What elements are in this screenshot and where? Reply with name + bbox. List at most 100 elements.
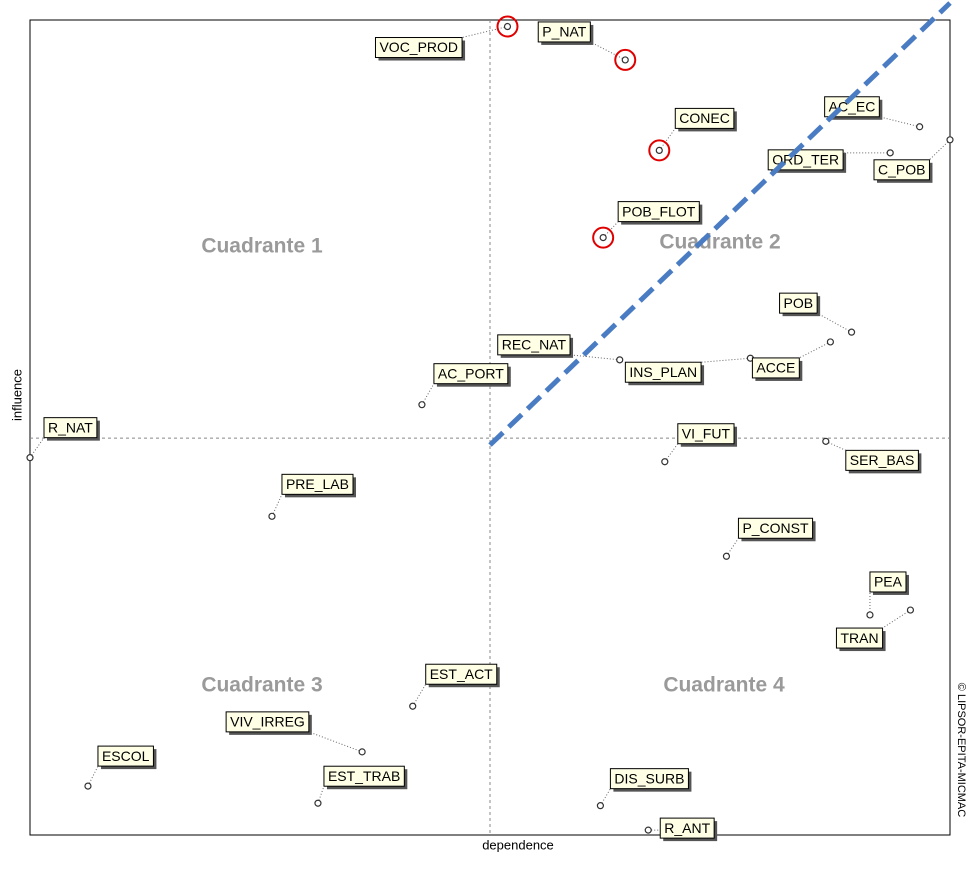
point-label: R_ANT xyxy=(664,820,710,836)
point xyxy=(503,22,512,31)
point-label: ACCE xyxy=(756,360,795,376)
point xyxy=(886,149,894,157)
point-label: P_NAT xyxy=(542,24,587,40)
point-label-group: EST_TRAB xyxy=(314,765,408,807)
y-axis-label: influence xyxy=(9,369,24,421)
leader-line xyxy=(882,609,911,629)
point-label-group: TRAN xyxy=(835,606,915,652)
point xyxy=(655,146,663,154)
label-box xyxy=(43,417,98,439)
leader-line xyxy=(308,731,363,753)
point xyxy=(661,458,669,466)
point xyxy=(916,123,924,131)
label-box xyxy=(751,357,800,379)
point-label: VIV_IRREG xyxy=(230,714,305,730)
point xyxy=(418,401,426,409)
leader-line xyxy=(664,443,679,463)
label-box xyxy=(225,711,310,733)
label-box xyxy=(677,423,735,445)
leader-line xyxy=(271,494,283,517)
label-box xyxy=(674,107,735,129)
point-label-group: VIV_IRREG xyxy=(225,711,366,756)
point xyxy=(409,702,417,710)
point-label-group: PEA xyxy=(866,571,909,619)
label-box xyxy=(97,745,154,767)
point-label-group: PRE_LAB xyxy=(268,473,357,520)
label-box xyxy=(873,159,930,181)
point-label: REC_NAT xyxy=(502,337,567,353)
label-box xyxy=(659,817,715,839)
leader-line xyxy=(658,128,676,151)
label-box xyxy=(624,361,702,383)
label-box xyxy=(323,765,405,787)
quadrant-label: Cuadrante 1 xyxy=(201,235,323,258)
leader-line xyxy=(569,354,620,361)
point xyxy=(847,328,856,336)
label-box xyxy=(609,768,689,790)
point-label: SER_BAS xyxy=(850,452,915,468)
label-box xyxy=(835,627,884,649)
x-axis-label: dependence xyxy=(482,837,554,852)
label-box xyxy=(737,517,814,539)
point-label: PEA xyxy=(874,574,903,590)
leader-line xyxy=(421,383,435,405)
leader-line xyxy=(461,26,508,39)
label-box xyxy=(425,663,498,685)
label-box xyxy=(497,334,571,356)
point-label: P_CONST xyxy=(742,520,809,536)
point xyxy=(268,512,276,520)
point-label-group: POB_FLOT xyxy=(592,201,703,249)
point xyxy=(866,611,874,619)
label-box xyxy=(617,201,700,223)
point-label: TRAN xyxy=(840,630,878,646)
point-label: CONEC xyxy=(679,110,730,126)
point-label: DIS_SURB xyxy=(614,770,684,786)
point-label-group: C_POB xyxy=(873,136,954,183)
point-label: C_POB xyxy=(878,162,925,178)
point-label: AC_PORT xyxy=(438,365,504,381)
point-label-group: INS_PLAN xyxy=(624,354,754,386)
point-label: ESCOL xyxy=(102,748,150,764)
point xyxy=(358,748,366,756)
leader-line xyxy=(799,341,831,359)
point-label-group: AC_PORT xyxy=(418,363,511,409)
point xyxy=(826,338,835,346)
point-label-group: EST_ACT xyxy=(409,663,500,710)
leader-line xyxy=(29,437,45,458)
point-label: EST_ACT xyxy=(430,666,493,682)
leader-line xyxy=(816,312,852,333)
label-box xyxy=(537,21,591,43)
point-label-group: P_NAT xyxy=(537,21,637,71)
quadrant-label: Cuadrante 2 xyxy=(659,231,780,254)
point xyxy=(621,56,629,64)
leader-line xyxy=(879,116,920,128)
point-label: VI_FUT xyxy=(682,425,731,441)
point-label-group: R_ANT xyxy=(644,817,718,842)
point-label-group: CONEC xyxy=(648,107,737,162)
label-box xyxy=(767,149,844,171)
leader-line xyxy=(87,765,99,787)
point-label-group: VI_FUT xyxy=(661,423,738,466)
point-label-group: POB xyxy=(779,292,856,336)
point-label-group: SER_BAS xyxy=(822,437,922,474)
point-label-group: VOC_PROD xyxy=(374,15,519,61)
point-label-group: REC_NAT xyxy=(497,334,624,364)
label-box xyxy=(845,449,919,471)
point-label-group: ESCOL xyxy=(84,745,157,790)
point xyxy=(906,606,915,614)
leader-line xyxy=(726,537,739,557)
quadrant-label: Cuadrante 4 xyxy=(663,674,785,697)
leader-line xyxy=(825,440,847,451)
quadrant-label: Cuadrante 3 xyxy=(201,674,322,697)
point xyxy=(722,552,731,560)
label-box xyxy=(779,292,818,314)
point-label-group: P_CONST xyxy=(722,517,816,560)
point xyxy=(26,454,34,462)
highlight-circle xyxy=(496,15,519,38)
leader-line xyxy=(929,139,951,161)
point-label: R_NAT xyxy=(48,419,93,435)
point xyxy=(822,437,830,445)
point xyxy=(644,826,652,834)
point xyxy=(599,234,607,242)
